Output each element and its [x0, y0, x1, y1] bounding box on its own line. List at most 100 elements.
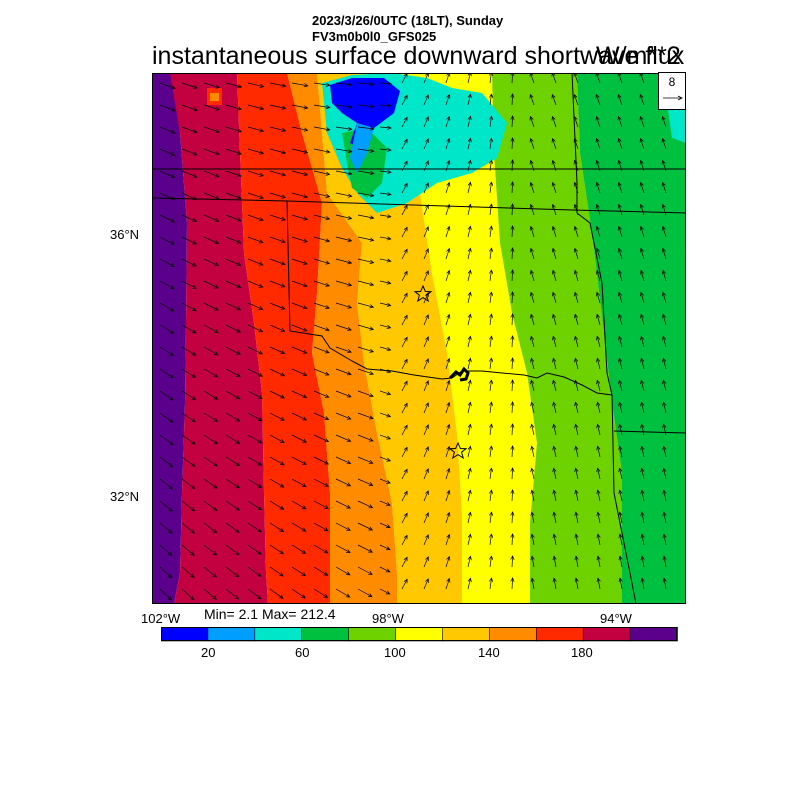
colorbar-label-140: 140 — [478, 645, 500, 660]
wind-arrow — [445, 357, 451, 370]
wind-arrow — [445, 489, 451, 502]
wind-arrow — [530, 379, 535, 392]
wind-arrow — [662, 533, 667, 546]
wind-arrow — [530, 467, 535, 480]
wind-arrow — [573, 159, 579, 172]
wind-arrow — [489, 225, 494, 238]
wind-arrow — [662, 357, 667, 370]
wind-arrow — [552, 401, 557, 414]
wind-arrow — [618, 467, 623, 480]
wind-arrow — [291, 258, 308, 265]
wind-arrow — [445, 137, 451, 150]
wind-arrow — [313, 82, 331, 87]
wind-arrow — [335, 258, 353, 265]
lon-label-102w: 102°W — [141, 611, 181, 626]
wind-arrow — [379, 478, 391, 484]
band-red — [237, 73, 330, 604]
wind-arrow — [335, 126, 353, 131]
wind-arrow — [357, 148, 375, 153]
wind-arrow — [291, 324, 308, 332]
wind-arrow — [661, 159, 667, 172]
wind-arrow — [247, 192, 264, 199]
wind-arrow — [313, 280, 330, 287]
wind-arrow — [551, 203, 557, 216]
wind-arrow — [573, 93, 579, 106]
wind-arrow — [357, 522, 374, 531]
wind-arrow — [529, 115, 535, 128]
wind-arrow — [552, 445, 557, 458]
wind-arrow — [595, 247, 601, 260]
wind-arrow — [313, 148, 331, 154]
wind-arrow — [467, 73, 472, 84]
wind-arrow — [379, 456, 392, 462]
wind-arrow — [335, 170, 353, 176]
wind-arrow — [335, 324, 352, 331]
wind-arrow — [225, 544, 240, 556]
wind-arrow — [529, 137, 535, 150]
wind-arrow — [159, 390, 174, 401]
wind-arrow — [357, 170, 375, 176]
wind-arrow — [618, 423, 623, 436]
wind-arrow — [357, 566, 373, 575]
colorbar-cell — [395, 627, 444, 642]
wind-arrow — [335, 302, 353, 309]
lon-label-94w: 94°W — [600, 611, 632, 626]
wind-arrow — [159, 412, 174, 423]
wind-arrow — [225, 236, 242, 244]
wind-arrow — [203, 280, 220, 289]
wind-arrow — [639, 73, 645, 84]
wind-arrow — [530, 489, 535, 502]
wind-arrow — [445, 335, 451, 348]
wind-arrow — [596, 313, 601, 326]
wind-arrow — [573, 203, 579, 216]
wind-arrow — [595, 291, 601, 304]
wind-arrow — [617, 159, 623, 172]
wind-arrow — [445, 401, 451, 414]
wind-arrow — [639, 225, 645, 238]
wind-arrow — [574, 401, 579, 414]
wind-arrow — [379, 258, 392, 263]
wind-arrow — [269, 280, 286, 288]
wind-arrow — [225, 434, 241, 444]
wind-arrow — [401, 226, 408, 238]
wind-arrow — [573, 73, 579, 84]
patch-blue-north — [330, 78, 400, 148]
wind-arrow — [379, 81, 392, 86]
wind-arrow — [203, 456, 218, 467]
wind-arrow — [181, 170, 198, 178]
wind-arrow — [445, 555, 451, 568]
wind-arrow — [467, 269, 472, 282]
wind-arrow — [313, 456, 330, 465]
wind-arrow — [335, 544, 351, 553]
wind-arrow — [379, 566, 391, 573]
wind-arrow — [467, 511, 472, 524]
wind-arrow — [617, 181, 623, 194]
wind-arrow — [574, 533, 579, 546]
wind-arrow — [203, 346, 219, 356]
wind-arrow — [467, 291, 472, 304]
wind-arrow — [618, 445, 623, 458]
wind-arrow — [203, 412, 219, 422]
lon-label-98w: 98°W — [372, 611, 404, 626]
wind-arrow — [313, 258, 331, 265]
wind-arrow — [159, 368, 175, 379]
wind-arrow — [529, 269, 535, 282]
wind-arrow — [423, 138, 429, 150]
wind-arrow — [489, 335, 494, 348]
wind-arrow — [203, 544, 218, 556]
wind-arrow — [489, 467, 494, 480]
patch-orange-spot — [210, 93, 219, 101]
band-purple — [152, 73, 187, 604]
wind-arrow — [529, 73, 535, 84]
wind-arrow — [489, 379, 494, 392]
wind-arrow — [401, 490, 408, 502]
wind-arrow — [159, 588, 173, 601]
wind-arrow — [181, 412, 196, 423]
wind-arrow — [313, 566, 329, 576]
wind-arrow — [247, 368, 264, 377]
wind-arrow — [573, 269, 579, 282]
wind-arrow — [313, 412, 330, 420]
wind-arrow — [662, 379, 667, 392]
wind-arrow — [510, 511, 515, 524]
wind-arrow — [159, 346, 175, 356]
